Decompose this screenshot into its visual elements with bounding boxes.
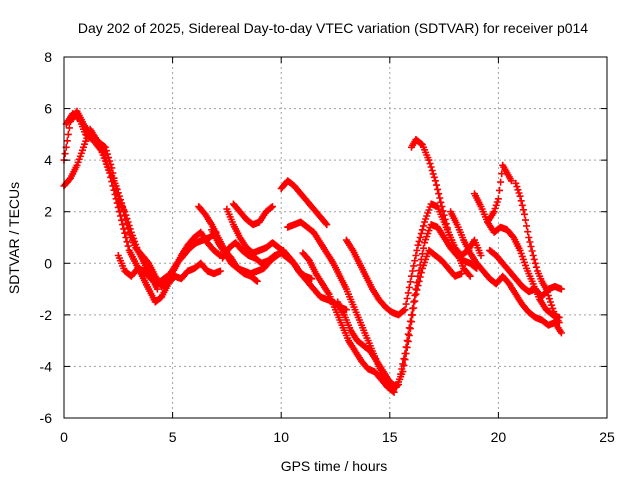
plus-markers [299, 249, 398, 396]
x-tick-label: 5 [169, 429, 177, 445]
plus-markers [408, 136, 485, 259]
y-tick-label: -6 [40, 410, 53, 426]
x-axis-label: GPS time / hours [281, 458, 388, 474]
x-tick-label: 20 [491, 429, 507, 445]
y-tick-label: 6 [44, 101, 52, 117]
series-sat-h [229, 200, 276, 229]
y-axis-label: SDTVAR / TECUs [6, 182, 22, 294]
series-sat-c [62, 110, 161, 293]
data-marks [60, 107, 565, 396]
plus-markers [512, 179, 563, 327]
series-sat-j [277, 177, 331, 229]
plus-markers [484, 161, 515, 226]
series-sat-a [60, 125, 224, 306]
x-tick-label: 15 [382, 429, 398, 445]
y-tick-label: 2 [44, 204, 52, 220]
series-sat-l [299, 249, 398, 396]
y-tick-label: -2 [40, 307, 53, 323]
plus-markers [114, 228, 220, 288]
x-tick-label: 0 [60, 429, 68, 445]
y-tick-label: 0 [44, 255, 52, 271]
y-axis-ticks: -6 -4 -2 0 2 4 6 8 [40, 49, 607, 426]
series-sat-o [408, 136, 485, 259]
series-sat-m [334, 246, 465, 391]
y-tick-label: 8 [44, 49, 52, 65]
x-tick-label: 10 [273, 429, 289, 445]
plus-markers [62, 110, 161, 293]
chart-title: Day 202 of 2025, Sidereal Day-to-day VTE… [78, 20, 588, 36]
plus-markers [60, 125, 224, 306]
y-tick-label: -4 [40, 358, 53, 374]
plus-markers [277, 177, 331, 229]
plus-markers [334, 246, 465, 391]
plot-frame [63, 56, 608, 419]
series-sat-t [512, 179, 563, 327]
series-sat-d [114, 228, 220, 288]
plus-markers [471, 190, 563, 321]
y-tick-label: 4 [44, 152, 52, 168]
x-tick-label: 25 [599, 429, 615, 445]
x-axis-ticks: 0 5 10 15 20 25 [60, 57, 615, 445]
plus-markers [447, 208, 565, 337]
plus-markers [229, 200, 276, 229]
series-sat-p [447, 208, 565, 337]
series-sat-q [471, 190, 563, 321]
series-sat-r [484, 161, 515, 226]
